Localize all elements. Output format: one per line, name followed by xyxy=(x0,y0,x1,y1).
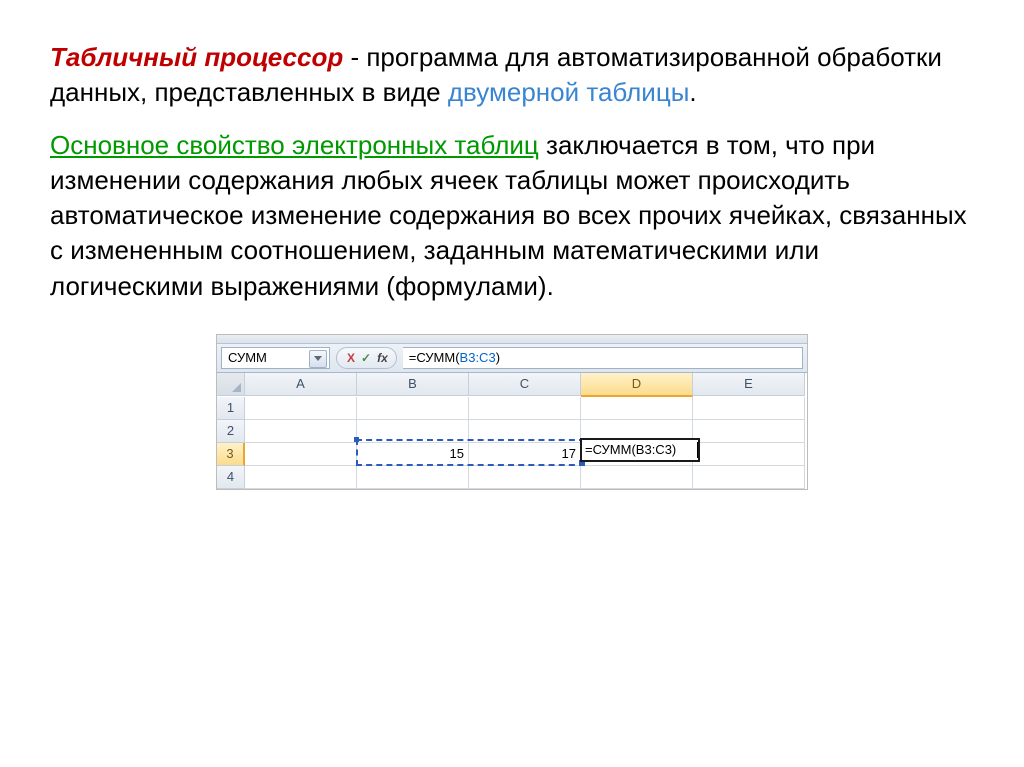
cell-D1[interactable] xyxy=(581,397,693,420)
formula-text: =СУММ(B3:C3) xyxy=(409,350,500,365)
cell-B2[interactable] xyxy=(357,420,469,443)
paragraph-1: Табличный процессор - программа для авто… xyxy=(50,40,974,110)
para1-tail: . xyxy=(689,77,696,107)
select-all-corner[interactable] xyxy=(217,373,245,396)
formula-buttons: X ✓ fx xyxy=(336,347,397,369)
cell-E1[interactable] xyxy=(693,397,805,420)
row-header-1[interactable]: 1 xyxy=(217,397,245,420)
paragraph-2: Основное свойство электронных таблиц зак… xyxy=(50,128,974,303)
cell-C2[interactable] xyxy=(469,420,581,443)
col-header-B[interactable]: B xyxy=(357,373,469,396)
name-box-dropdown-icon[interactable] xyxy=(309,350,327,368)
name-box[interactable]: СУММ xyxy=(221,347,330,369)
term-table-processor: Табличный процессор xyxy=(50,42,343,72)
excel-screenshot: СУММ X ✓ fx =СУММ(B3:C3) A B C D E 1 xyxy=(50,334,974,490)
formula-input[interactable]: =СУММ(B3:C3) xyxy=(403,347,803,369)
cell-C1[interactable] xyxy=(469,397,581,420)
cell-E3[interactable] xyxy=(693,443,805,466)
term-main-property: Основное свойство электронных таблиц xyxy=(50,130,539,160)
range-handle-tl xyxy=(354,437,359,442)
ribbon-edge xyxy=(217,335,807,344)
cell-B1[interactable] xyxy=(357,397,469,420)
spreadsheet-grid[interactable]: A B C D E 1 2 3 15 17 xyxy=(217,373,807,489)
name-box-value: СУММ xyxy=(228,350,267,365)
cancel-icon[interactable]: X xyxy=(345,351,357,365)
col-header-A[interactable]: A xyxy=(245,373,357,396)
cell-C4[interactable] xyxy=(469,466,581,489)
cell-A4[interactable] xyxy=(245,466,357,489)
cell-A2[interactable] xyxy=(245,420,357,443)
row-header-4[interactable]: 4 xyxy=(217,466,245,489)
fx-icon[interactable]: fx xyxy=(375,351,390,365)
cell-B3[interactable]: 15 xyxy=(357,443,469,466)
term-2d-table: двумерной таблицы xyxy=(448,77,690,107)
cell-E2[interactable] xyxy=(693,420,805,443)
cell-C3[interactable]: 17 xyxy=(469,443,581,466)
active-cell-D3[interactable]: =СУММ(B3:C3) xyxy=(580,438,700,462)
cell-E4[interactable] xyxy=(693,466,805,489)
row-header-2[interactable]: 2 xyxy=(217,420,245,443)
col-header-C[interactable]: C xyxy=(469,373,581,396)
formula-bar: СУММ X ✓ fx =СУММ(B3:C3) xyxy=(217,344,807,373)
active-cell-text: =СУММ(B3:C3) xyxy=(585,442,676,457)
cell-A3[interactable] xyxy=(245,443,357,466)
cell-A1[interactable] xyxy=(245,397,357,420)
row-header-3[interactable]: 3 xyxy=(217,443,245,466)
col-header-D[interactable]: D xyxy=(581,373,693,397)
cell-D4[interactable] xyxy=(581,466,693,489)
cell-B4[interactable] xyxy=(357,466,469,489)
col-header-E[interactable]: E xyxy=(693,373,805,396)
enter-icon[interactable]: ✓ xyxy=(359,351,373,365)
